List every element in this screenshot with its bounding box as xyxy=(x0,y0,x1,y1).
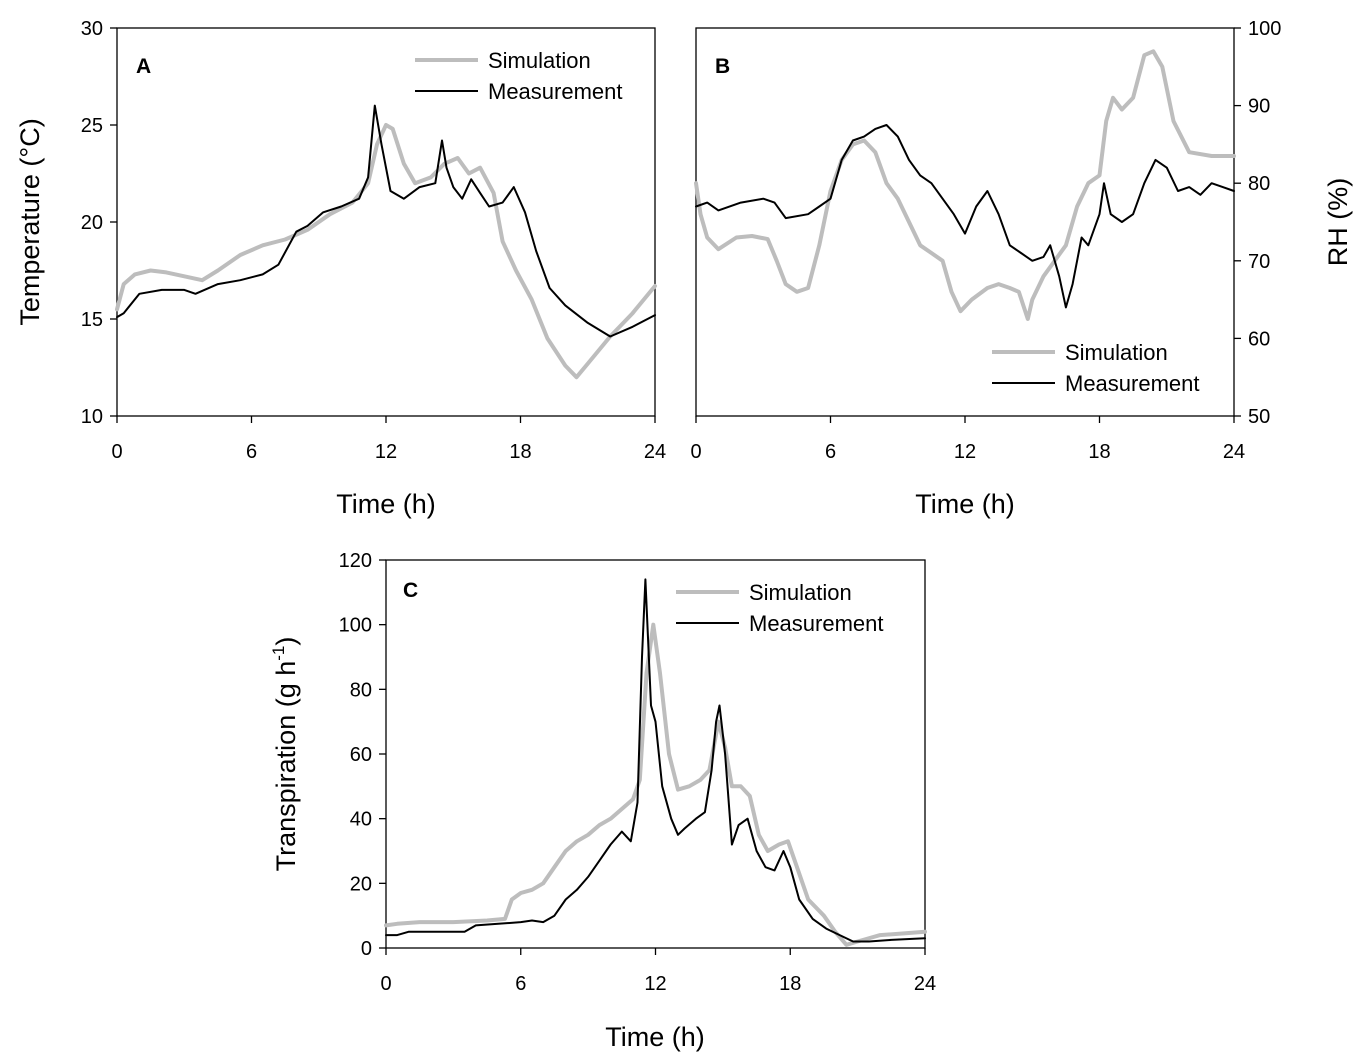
series-line-simulation xyxy=(694,49,1236,321)
x-tick-label: 6 xyxy=(246,441,257,463)
y-tick-label: 120 xyxy=(339,550,372,572)
x-tick-label: 24 xyxy=(644,441,666,463)
y-tick-label: 80 xyxy=(350,679,372,701)
y-axis-title-main: Transpiration (g h xyxy=(271,661,301,872)
legend: Simulation Measurement xyxy=(992,340,1200,396)
series-line-measurement xyxy=(695,124,1235,309)
series-lines xyxy=(384,578,927,947)
y-tick-label: 40 xyxy=(350,809,372,831)
series-line-measurement xyxy=(385,578,926,943)
y-tick-label: 20 xyxy=(350,873,372,895)
series-line-measurement xyxy=(116,104,656,338)
x-tick-label: 18 xyxy=(509,441,531,463)
x-tick-label: 18 xyxy=(779,973,801,995)
y-axis-title: RH (%) xyxy=(1323,178,1353,267)
x-axis-ticks: 0 6 12 18 24 xyxy=(380,948,936,995)
legend-simulation-label: Simulation xyxy=(749,580,852,605)
y-tick-label: 80 xyxy=(1248,173,1270,195)
y-tick-label: 100 xyxy=(1248,18,1281,40)
y-axis-title: Temperature (°C) xyxy=(15,118,45,325)
series-line-simulation xyxy=(384,622,927,947)
legend: Simulation Measurement xyxy=(415,48,623,104)
y-tick-label: 30 xyxy=(81,18,103,40)
x-tick-label: 12 xyxy=(644,973,666,995)
panel-c-transpiration-chart: 0 6 12 18 24 0 20 40 60 80 100 120 C Time (h) Tran… xyxy=(269,550,936,1052)
series-line-simulation xyxy=(115,123,657,380)
panel-letter: B xyxy=(715,55,730,78)
panel-letter: A xyxy=(136,55,151,78)
x-axis-ticks: 0 6 12 18 24 xyxy=(690,416,1245,463)
x-axis-title: Time (h) xyxy=(915,489,1015,519)
y-tick-label: 0 xyxy=(361,938,372,960)
y-tick-label: 90 xyxy=(1248,96,1270,118)
legend-simulation-label: Simulation xyxy=(1065,340,1168,365)
y-axis-ticks: 10 15 20 25 30 xyxy=(81,18,117,428)
legend-measurement-label: Measurement xyxy=(1065,371,1200,396)
series-lines xyxy=(115,104,657,380)
panel-a-temperature-chart: 0 6 12 18 24 10 15 20 25 30 A Time (h) Temperatu… xyxy=(15,18,666,519)
series-lines xyxy=(694,49,1236,321)
x-axis-ticks: 0 6 12 18 24 xyxy=(111,416,666,463)
x-tick-label: 6 xyxy=(515,973,526,995)
x-axis-title: Time (h) xyxy=(336,489,436,519)
x-tick-label: 24 xyxy=(914,973,936,995)
y-tick-label: 60 xyxy=(1248,328,1270,350)
x-tick-label: 6 xyxy=(825,441,836,463)
y-axis-ticks: 0 20 40 60 80 100 120 xyxy=(339,550,386,960)
x-axis-title: Time (h) xyxy=(605,1022,705,1052)
y-axis-title-superscript: -1 xyxy=(269,646,288,661)
legend-measurement-label: Measurement xyxy=(749,611,884,636)
y-tick-label: 100 xyxy=(339,615,372,637)
y-tick-label: 70 xyxy=(1248,251,1270,273)
x-tick-label: 0 xyxy=(690,441,701,463)
legend: Simulation Measurement xyxy=(676,580,884,636)
x-tick-label: 18 xyxy=(1088,441,1110,463)
y-tick-label: 60 xyxy=(350,744,372,766)
legend-simulation-label: Simulation xyxy=(488,48,591,73)
x-tick-label: 0 xyxy=(380,973,391,995)
y-axis-title-suffix: ) xyxy=(271,637,301,646)
panel-letter: C xyxy=(403,579,418,602)
y-tick-label: 25 xyxy=(81,115,103,137)
x-tick-label: 12 xyxy=(954,441,976,463)
y-tick-label: 10 xyxy=(81,406,103,428)
y-axis-title: Transpiration (g h-1) xyxy=(269,637,301,872)
y-tick-label: 20 xyxy=(81,212,103,234)
x-tick-label: 24 xyxy=(1223,441,1245,463)
panel-b-rh-chart: 0 6 12 18 24 50 60 70 80 90 100 B Time (h) RH (%)… xyxy=(690,18,1353,519)
y-axis-ticks: 50 60 70 80 90 100 xyxy=(1234,18,1281,428)
x-tick-label: 0 xyxy=(111,441,122,463)
y-tick-label: 50 xyxy=(1248,406,1270,428)
legend-measurement-label: Measurement xyxy=(488,79,623,104)
x-tick-label: 12 xyxy=(375,441,397,463)
y-tick-label: 15 xyxy=(81,309,103,331)
